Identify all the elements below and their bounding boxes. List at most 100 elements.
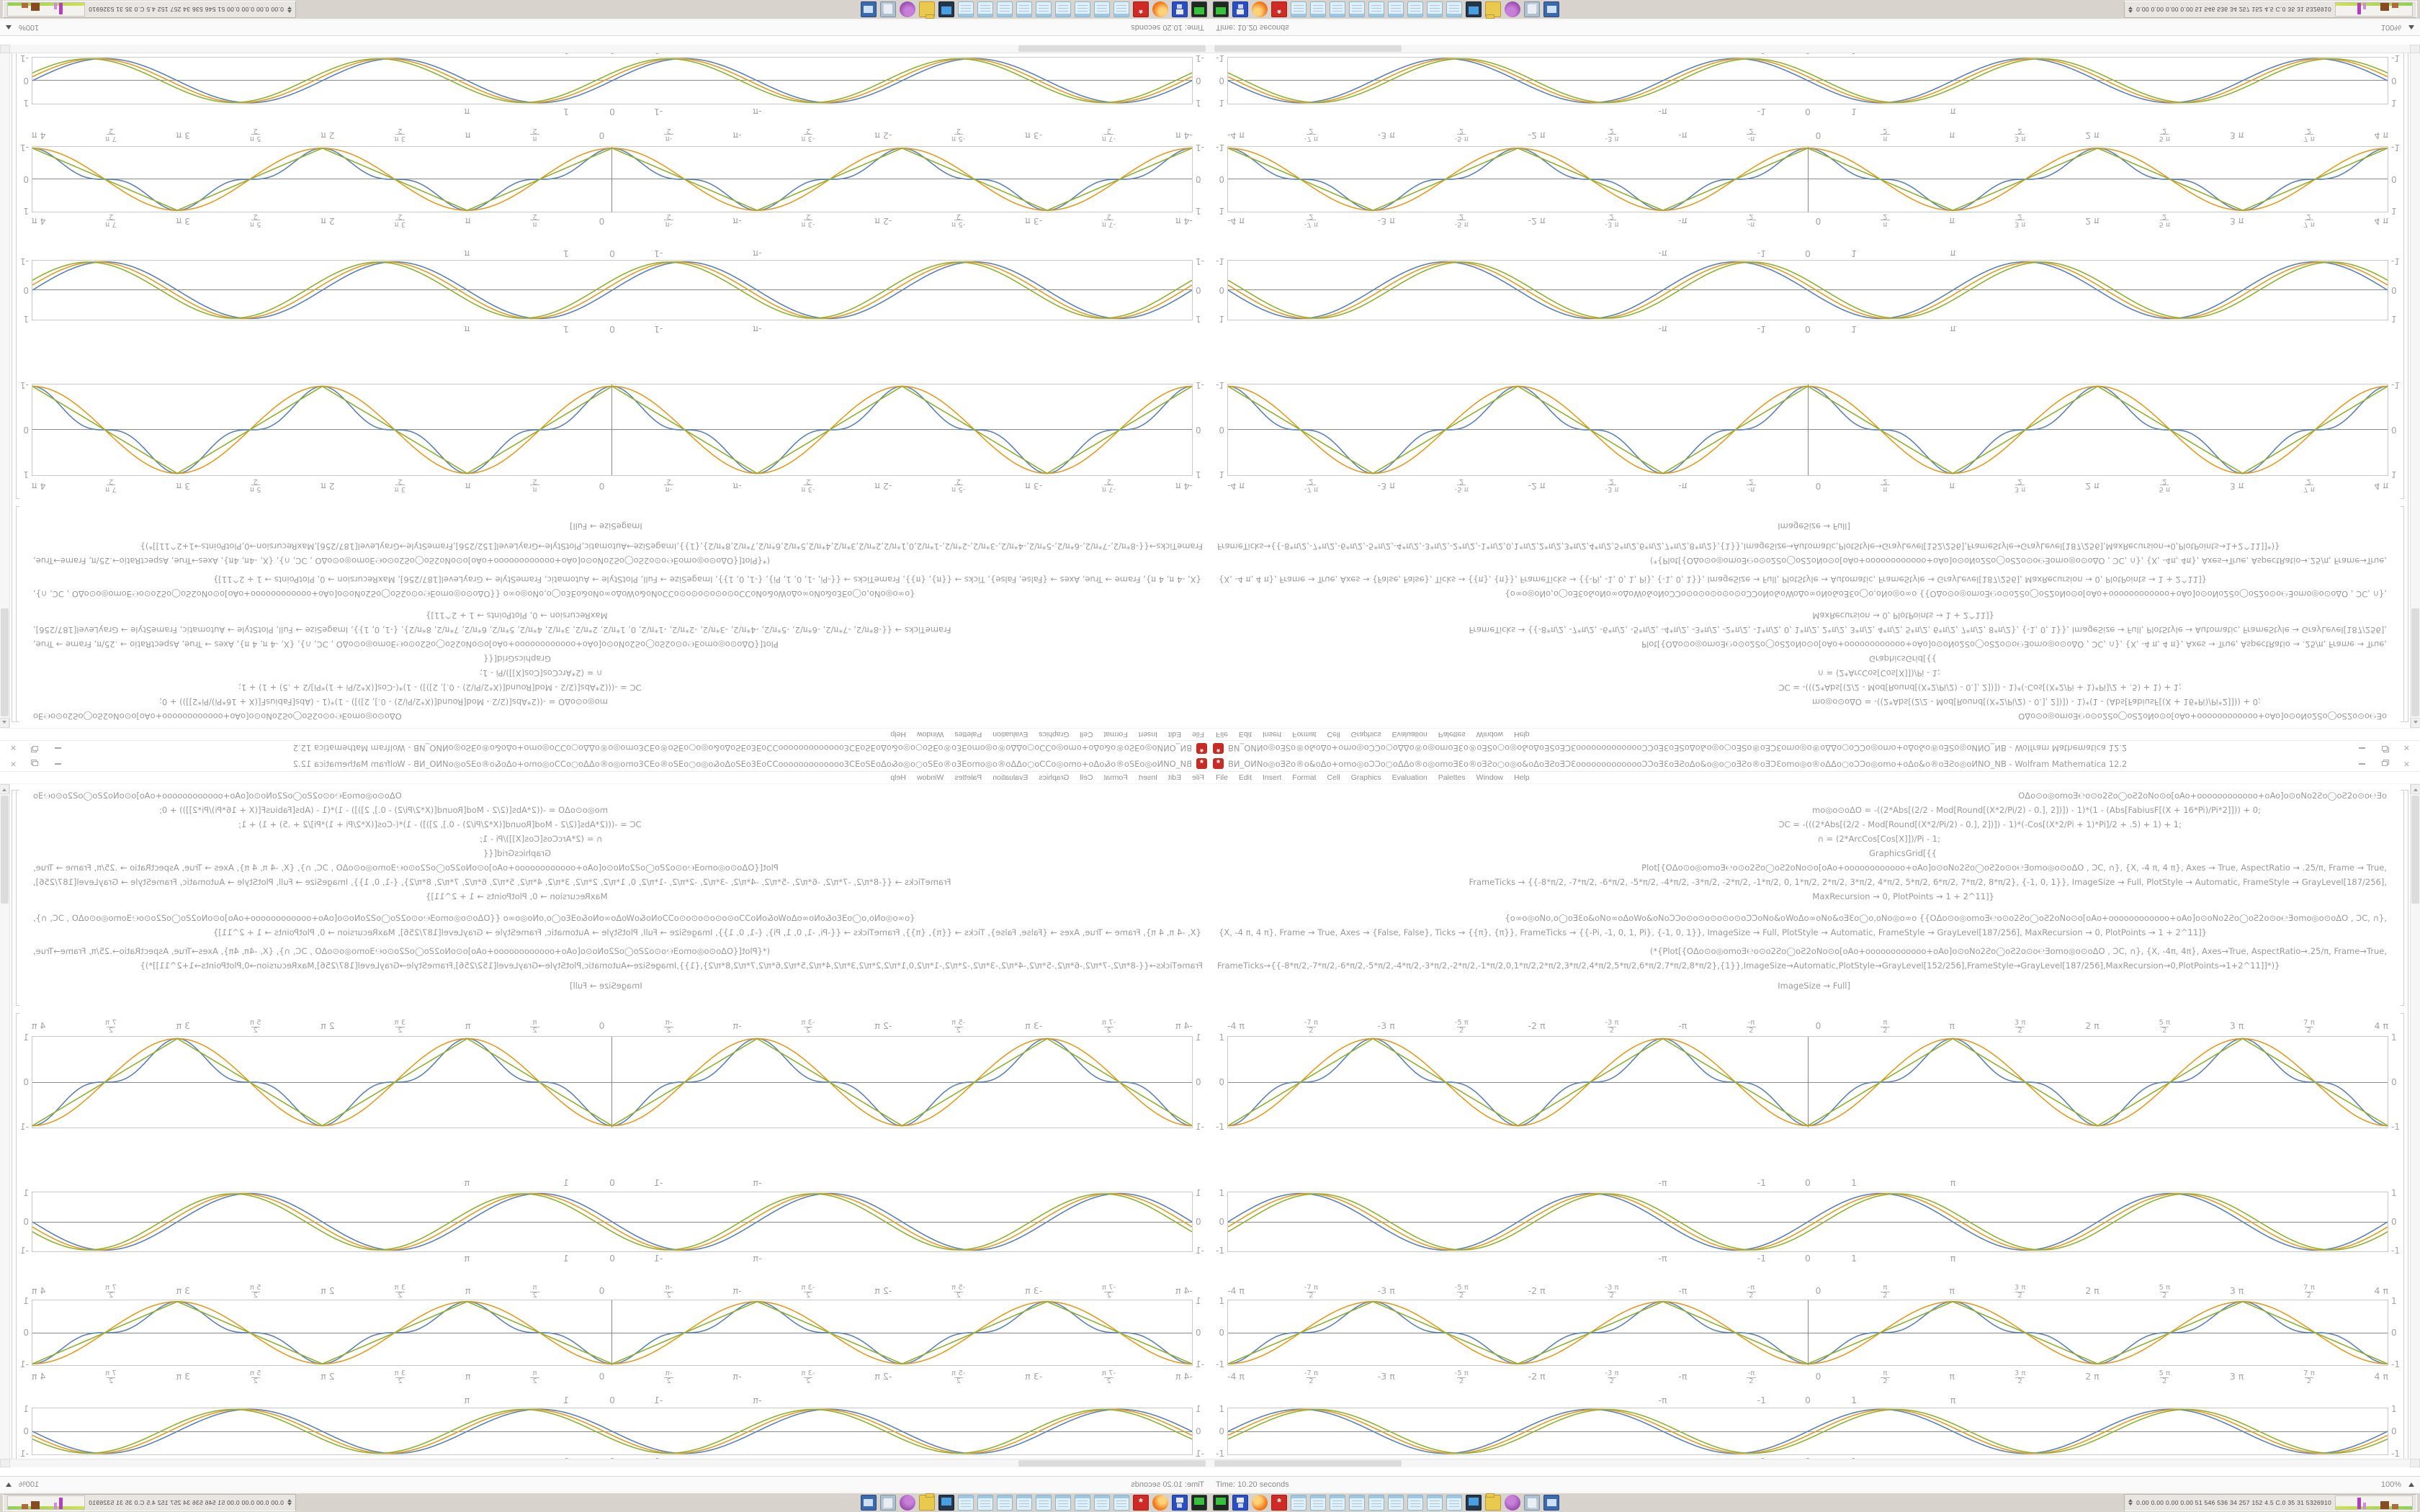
menu-item-help[interactable]: Help — [890, 730, 906, 739]
save-icon[interactable] — [1232, 1494, 1248, 1511]
cell-bracket-output[interactable] — [2401, 45, 2404, 499]
menu-item-graphics[interactable]: Graphics — [1350, 730, 1381, 739]
vertical-scrollbar[interactable] — [2410, 45, 2420, 728]
notepad-icon[interactable] — [1094, 1, 1110, 18]
menu-item-insert[interactable]: Insert — [1138, 730, 1157, 739]
cell-group-bracket[interactable] — [2405, 45, 2408, 722]
menu-item-evaluation[interactable]: Evaluation — [992, 773, 1028, 782]
zoom-menu-arrow-icon[interactable] — [6, 1482, 12, 1487]
restore-button[interactable] — [25, 757, 46, 770]
menu-item-cell[interactable]: Cell — [1080, 773, 1093, 782]
menu-item-file[interactable]: File — [1192, 773, 1204, 782]
archive-icon[interactable] — [1543, 1, 1559, 18]
vertical-scrollbar[interactable] — [0, 784, 10, 1467]
notepad-icon[interactable] — [997, 1, 1013, 18]
menu-item-insert[interactable]: Insert — [1138, 773, 1157, 782]
menu-item-window[interactable]: Window — [1476, 773, 1504, 782]
vertical-scroll-thumb[interactable] — [1, 608, 9, 716]
save-icon[interactable] — [1172, 1, 1188, 18]
display-icon[interactable] — [1466, 1, 1482, 18]
code-cell[interactable]: OΔo⊙o◎omoƎ℮o⊙o2Ƨo◯oƧ2oNo⊙o[oAo+ooooooooo… — [1217, 519, 2387, 724]
notepad-icon[interactable] — [1368, 1, 1384, 18]
media-player-icon[interactable] — [1505, 1, 1520, 18]
title-bar[interactable]: * BИ_OИNo◎oƎƧo®o&oΔo+omo◎oƆƆo○oΔΔo®o◎omo… — [0, 756, 1210, 772]
scroll-up-icon[interactable] — [0, 784, 9, 794]
notepad-icon[interactable] — [1349, 1494, 1365, 1511]
zoom-level[interactable]: 100% — [19, 23, 40, 32]
close-button[interactable]: × — [3, 742, 24, 755]
menu-item-format[interactable]: Format — [1292, 730, 1317, 739]
cell-group-bracket[interactable] — [12, 790, 15, 1467]
menu-item-evaluation[interactable]: Evaluation — [1392, 773, 1428, 782]
menu-item-cell[interactable]: Cell — [1327, 730, 1340, 739]
minimize-button[interactable] — [2352, 757, 2372, 770]
menu-item-evaluation[interactable]: Evaluation — [992, 730, 1028, 739]
menu-item-cell[interactable]: Cell — [1327, 773, 1340, 782]
horizontal-scroll-thumb[interactable] — [1214, 45, 1402, 52]
menu-item-evaluation[interactable]: Evaluation — [1392, 730, 1428, 739]
browser-icon[interactable] — [1252, 1494, 1268, 1511]
notebook-area[interactable]: OΔo⊙o◎omoƎ℮o⊙o2Ƨo◯oƧ2oNo⊙o[oAo+ooooooooo… — [0, 784, 1210, 1467]
horizontal-scroll-thumb[interactable] — [1214, 1460, 1402, 1467]
tray-updown-icon[interactable] — [2128, 1499, 2133, 1506]
notepad-icon[interactable] — [1075, 1494, 1090, 1511]
menu-item-window[interactable]: Window — [916, 773, 944, 782]
notepad-icon[interactable] — [1075, 1, 1090, 18]
menu-item-graphics[interactable]: Graphics — [1350, 773, 1381, 782]
restore-button[interactable] — [25, 742, 46, 755]
archive-icon[interactable] — [861, 1494, 877, 1511]
cell-bracket-code[interactable] — [2401, 506, 2404, 722]
minimize-button[interactable] — [48, 742, 68, 755]
menu-item-edit[interactable]: Edit — [1168, 773, 1182, 782]
restore-button[interactable] — [2374, 757, 2395, 770]
browser-icon[interactable] — [1152, 1, 1168, 18]
browser-icon[interactable] — [1252, 1, 1268, 18]
cell-group-bracket[interactable] — [2405, 790, 2408, 1467]
horizontal-scrollbar[interactable] — [1210, 1459, 2410, 1467]
menu-item-edit[interactable]: Edit — [1238, 773, 1252, 782]
notepad-icon[interactable] — [1446, 1, 1462, 18]
title-bar[interactable]: * BИ_OИNo◎oƎƧo®o&oΔo+omo◎oƆƆo○oΔΔo®o◎omo… — [0, 740, 1210, 756]
menu-item-window[interactable]: Window — [916, 730, 944, 739]
display-icon[interactable] — [938, 1, 954, 18]
menu-item-format[interactable]: Format — [1292, 773, 1317, 782]
menu-item-palettes[interactable]: Palettes — [954, 773, 982, 782]
archive-icon[interactable] — [861, 1, 877, 18]
scroll-up-icon[interactable] — [2411, 784, 2420, 794]
notepad-icon[interactable] — [1407, 1494, 1423, 1511]
scroll-up-icon[interactable] — [0, 718, 9, 728]
mathematica-icon[interactable]: * — [1133, 1494, 1149, 1511]
mathematica-icon[interactable]: * — [1133, 1, 1149, 18]
media-player-icon[interactable] — [1505, 1494, 1520, 1511]
documents-icon[interactable] — [880, 1, 896, 18]
minimize-button[interactable] — [2352, 742, 2372, 755]
scroll-up-icon[interactable] — [2411, 718, 2420, 728]
notepad-icon[interactable] — [1113, 1, 1129, 18]
menu-item-format[interactable]: Format — [1103, 773, 1128, 782]
browser-icon[interactable] — [1152, 1494, 1168, 1511]
notepad-icon[interactable] — [997, 1494, 1013, 1511]
title-bar[interactable]: * BИ_OИNo◎oƎƧo®o&oΔo+omo◎oƆƆo○oΔΔo®o◎omo… — [1210, 756, 2420, 772]
tray-updown-icon[interactable] — [287, 6, 292, 13]
notepad-icon[interactable] — [1427, 1494, 1443, 1511]
notebook-area[interactable]: OΔo⊙o◎omoƎ℮o⊙o2Ƨo◯oƧ2oNo⊙o[oAo+ooooooooo… — [1210, 784, 2420, 1467]
cell-bracket-code[interactable] — [2401, 790, 2404, 1006]
minimize-button[interactable] — [48, 757, 68, 770]
notepad-icon[interactable] — [1427, 1, 1443, 18]
notepad-icon[interactable] — [977, 1, 993, 18]
menu-item-help[interactable]: Help — [1514, 773, 1530, 782]
notepad-icon[interactable] — [1016, 1, 1032, 18]
notebook-area[interactable]: OΔo⊙o◎omoƎ℮o⊙o2Ƨo◯oƧ2oNo⊙o[oAo+ooooooooo… — [0, 45, 1210, 728]
documents-icon[interactable] — [1524, 1, 1540, 18]
notepad-icon[interactable] — [1113, 1494, 1129, 1511]
menu-item-file[interactable]: File — [1216, 773, 1228, 782]
menu-item-graphics[interactable]: Graphics — [1039, 730, 1070, 739]
menu-item-edit[interactable]: Edit — [1238, 730, 1252, 739]
menu-item-edit[interactable]: Edit — [1168, 730, 1182, 739]
save-icon[interactable] — [1232, 1, 1248, 18]
horizontal-scroll-thumb[interactable] — [1018, 1460, 1206, 1467]
tray-updown-icon[interactable] — [287, 1499, 292, 1506]
menu-item-file[interactable]: File — [1192, 730, 1204, 739]
zoom-level[interactable]: 100% — [19, 1480, 40, 1489]
notepad-icon[interactable] — [1036, 1, 1052, 18]
